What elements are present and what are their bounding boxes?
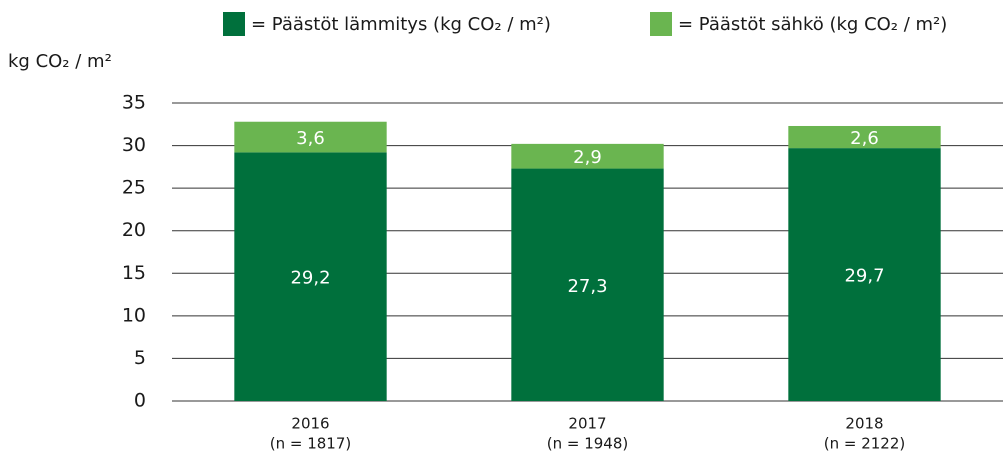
bar-segment [234,121,387,153]
data-label: 2,6 [850,128,879,149]
y-tick-label: 35 [122,92,146,114]
y-axis-label: kg CO₂ / m² [8,51,112,72]
x-tick-sublabel: (n = 1817) [270,435,352,453]
y-tick-label: 0 [134,390,146,412]
x-tick-label: 2018 [845,415,883,433]
x-tick-sublabel: (n = 2122) [824,435,906,453]
x-tick-sublabel: (n = 1948) [547,435,629,453]
data-label: 3,6 [296,128,325,149]
data-label: 29,7 [844,266,884,287]
bar-segment [511,168,664,401]
x-tick-label: 2017 [568,415,606,433]
bar-segment [788,125,941,149]
data-label: 29,2 [290,268,330,289]
y-tick-label: 15 [122,262,146,284]
y-tick-label: 30 [122,134,146,156]
bar-segment [511,143,664,169]
x-tick-label: 2016 [291,415,329,433]
y-tick-label: 25 [122,177,146,199]
legend-label: = Päästöt lämmitys (kg CO₂ / m²) [251,14,551,35]
legend-swatch [223,12,245,36]
bar-segment [788,148,941,401]
legend-swatch [650,12,672,36]
data-label: 27,3 [567,276,607,297]
data-label: 2,9 [573,147,602,168]
y-tick-label: 20 [122,219,146,241]
bar-segment [234,152,387,401]
y-tick-label: 5 [134,347,146,369]
legend-label: = Päästöt sähkö (kg CO₂ / m²) [678,14,947,35]
y-tick-label: 10 [122,304,146,326]
